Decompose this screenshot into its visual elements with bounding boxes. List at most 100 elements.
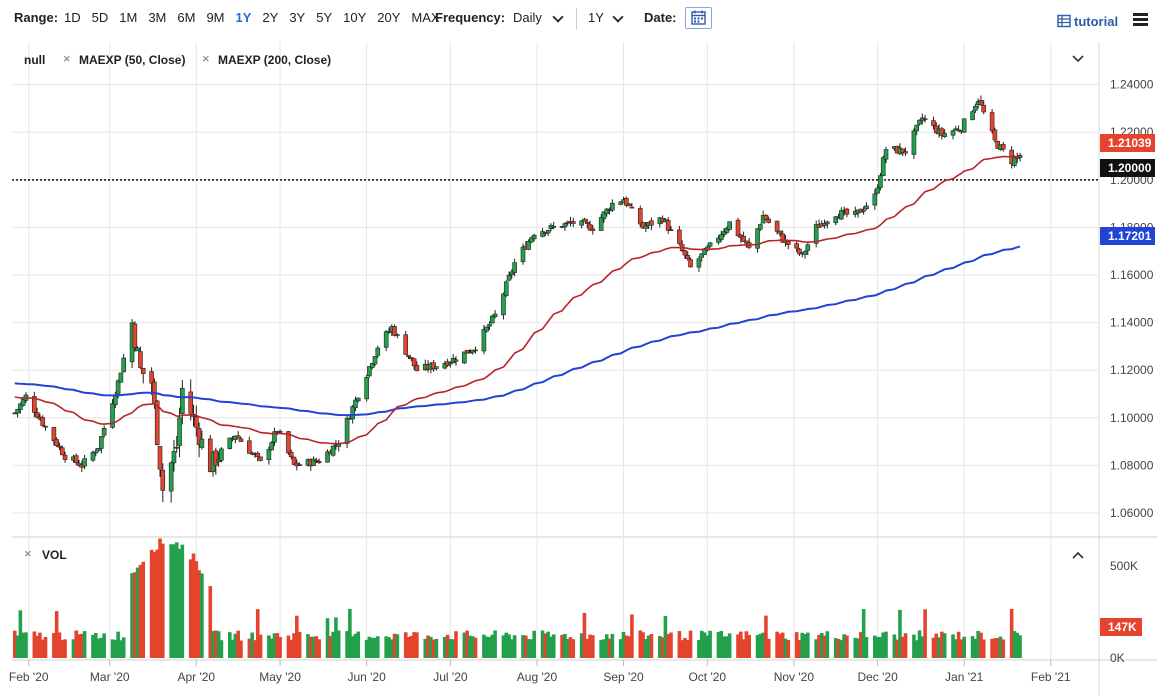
volume-bar xyxy=(247,638,252,658)
volume-bar xyxy=(82,631,87,658)
range-button-3y[interactable]: 3Y xyxy=(289,10,306,25)
candle-body xyxy=(93,451,99,454)
candle-body xyxy=(238,438,244,442)
calendar-button[interactable] xyxy=(685,7,712,29)
volume-bar xyxy=(233,633,238,658)
volume-bar xyxy=(621,631,626,658)
volume-bar xyxy=(551,634,556,658)
legend-ma200[interactable]: MAEXP (200, Close) xyxy=(218,53,332,67)
range-button-3m[interactable]: 3M xyxy=(148,10,167,25)
candle-body xyxy=(735,219,741,237)
legend-ma50[interactable]: MAEXP (50, Close) xyxy=(79,53,186,67)
candle-body xyxy=(978,100,984,105)
candle-body xyxy=(992,129,998,141)
volume-bar xyxy=(1012,631,1017,658)
range-button-2y[interactable]: 2Y xyxy=(262,10,279,25)
candle-body xyxy=(780,233,785,243)
range-button-10y[interactable]: 10Y xyxy=(343,10,367,25)
volume-bar xyxy=(423,638,428,658)
y-tick-label: 1.14000 xyxy=(1110,316,1154,330)
candle-body xyxy=(707,242,713,247)
volume-bar xyxy=(228,632,232,658)
candle-body xyxy=(520,246,526,263)
volume-bar xyxy=(350,636,355,658)
candle-body xyxy=(970,111,975,121)
volume-bar xyxy=(1015,632,1020,658)
volume-bar xyxy=(504,632,509,658)
volume-bar xyxy=(739,631,743,658)
volume-bar xyxy=(624,635,629,658)
volume-bar xyxy=(415,632,419,658)
range-button-1d[interactable]: 1D xyxy=(64,10,81,25)
volume-bar xyxy=(940,631,944,658)
candle-body xyxy=(917,119,922,125)
range-button-6m[interactable]: 6M xyxy=(177,10,196,25)
range-button-max[interactable]: MAX xyxy=(411,10,440,25)
range-button-1m[interactable]: 1M xyxy=(119,10,138,25)
remove-ma50-icon[interactable]: × xyxy=(63,51,71,66)
volume-bar xyxy=(395,634,400,658)
volume-bar xyxy=(336,630,341,658)
candle-body xyxy=(900,148,906,153)
volume-bar xyxy=(230,639,235,658)
volume-bar xyxy=(937,637,941,658)
x-tick-label: Feb '21 xyxy=(1031,670,1071,684)
volume-bar xyxy=(903,633,908,658)
candle-body xyxy=(57,445,62,448)
volume-bar xyxy=(549,636,553,658)
remove-volume-icon[interactable]: × xyxy=(24,546,32,561)
candle-body xyxy=(604,208,610,214)
volume-bar xyxy=(1018,635,1022,658)
volume-bar xyxy=(699,630,704,658)
collapse-chevron-icon[interactable] xyxy=(1072,54,1084,64)
volume-bar xyxy=(484,636,489,658)
volume-bar xyxy=(529,639,534,658)
volume-bar xyxy=(448,639,453,658)
candle-body xyxy=(758,224,763,230)
volume-bar xyxy=(328,636,333,658)
volume-bar xyxy=(135,567,140,658)
candle-body xyxy=(375,347,381,356)
volume-bar xyxy=(470,636,475,658)
candle-body xyxy=(174,446,180,449)
candle-body xyxy=(188,391,194,414)
volume-bar xyxy=(406,636,411,658)
range-button-1y[interactable]: 1Y xyxy=(235,10,252,25)
volume-bar xyxy=(864,637,869,658)
volume-bar xyxy=(138,564,143,658)
volume-bar xyxy=(465,630,469,658)
candle-body xyxy=(825,221,830,225)
range-button-20y[interactable]: 20Y xyxy=(377,10,401,25)
volume-bar xyxy=(345,631,349,658)
candle-body xyxy=(32,396,37,413)
candle-body xyxy=(981,104,987,113)
candle-body xyxy=(90,451,96,461)
candle-body xyxy=(598,217,604,231)
candle-body xyxy=(118,372,124,383)
volume-bar xyxy=(60,640,65,658)
tutorial-link[interactable]: tutorial xyxy=(1074,14,1119,29)
y-tick-label: 1.24000 xyxy=(1110,78,1154,92)
volume-bar xyxy=(80,633,84,658)
volume-bar xyxy=(526,638,531,658)
expand-chevron-icon[interactable] xyxy=(1072,551,1084,561)
ma200-line xyxy=(14,245,1021,417)
x-tick-label: Jul '20 xyxy=(433,670,468,684)
volume-bar xyxy=(610,633,615,658)
volume-bar xyxy=(314,636,319,658)
range-button-9m[interactable]: 9M xyxy=(206,10,225,25)
volume-bar xyxy=(705,635,710,658)
candle-body xyxy=(473,349,478,352)
range-button-5y[interactable]: 5Y xyxy=(316,10,333,25)
volume-bar xyxy=(618,639,623,658)
volume-bar xyxy=(744,631,749,658)
table-icon[interactable] xyxy=(1057,14,1071,28)
remove-ma200-icon[interactable]: × xyxy=(202,51,210,66)
candle-body xyxy=(914,124,920,132)
period-select[interactable]: 1Y xyxy=(588,10,604,25)
volume-bar xyxy=(786,640,791,658)
hamburger-menu-icon[interactable] xyxy=(1133,13,1148,26)
range-button-5d[interactable]: 5D xyxy=(91,10,109,25)
frequency-select[interactable]: Daily xyxy=(513,10,542,25)
